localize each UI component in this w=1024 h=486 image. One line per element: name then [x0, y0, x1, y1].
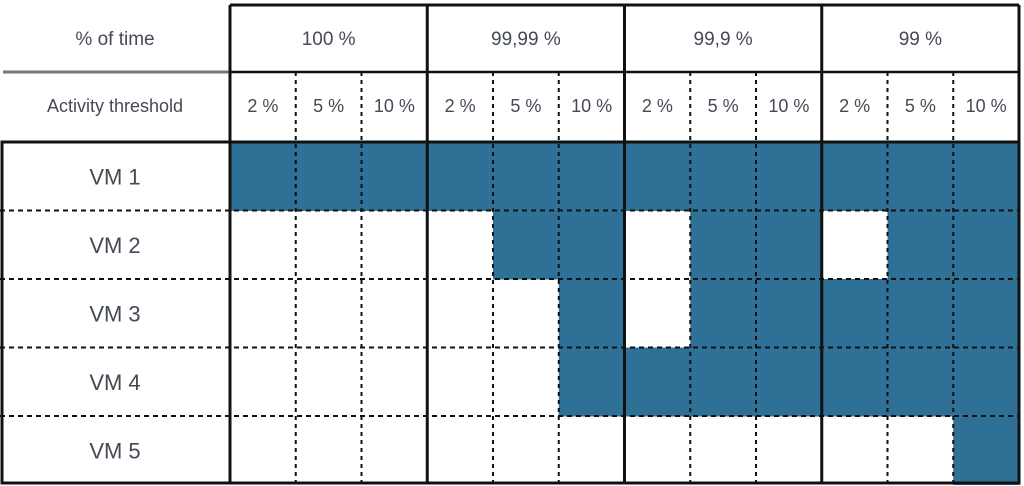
vm-row-label: VM 1	[89, 164, 140, 189]
active-cell	[361, 142, 428, 211]
active-cell	[821, 279, 888, 348]
activity-threshold-label: Activity threshold	[47, 96, 183, 116]
active-cell	[558, 347, 625, 417]
active-cell	[756, 279, 823, 348]
active-cell	[558, 279, 625, 348]
vm-row-label: VM 4	[89, 370, 140, 395]
vm-row-label: VM 5	[89, 438, 140, 463]
threshold-label: 2 %	[247, 96, 278, 116]
active-cell	[295, 142, 362, 211]
active-cell	[953, 416, 1020, 485]
active-cell	[887, 142, 954, 211]
active-cell	[690, 210, 757, 280]
active-cell	[493, 210, 560, 280]
active-cell	[953, 210, 1020, 280]
threshold-label: 10 %	[966, 96, 1007, 116]
active-cell	[953, 142, 1020, 211]
active-cell	[230, 142, 297, 211]
threshold-label: 5 %	[313, 96, 344, 116]
time-group-label: 99,99 %	[491, 29, 561, 50]
percent-of-time-label: % of time	[75, 29, 154, 50]
threshold-label: 2 %	[642, 96, 673, 116]
active-cell	[953, 347, 1020, 417]
active-cell	[624, 142, 691, 211]
active-cell	[690, 347, 757, 417]
active-cell	[624, 347, 691, 417]
body-border	[0, 140, 1021, 485]
active-cell	[953, 279, 1020, 348]
active-cell	[558, 142, 625, 211]
threshold-label: 5 %	[510, 96, 541, 116]
active-cell	[756, 142, 823, 211]
active-cell	[493, 142, 560, 211]
active-cell	[756, 210, 823, 280]
threshold-label: 2 %	[445, 96, 476, 116]
active-cell	[821, 347, 888, 417]
active-cell	[887, 210, 954, 280]
active-cell	[690, 142, 757, 211]
threshold-label: 10 %	[571, 96, 612, 116]
time-group-label: 99,9 %	[694, 29, 753, 50]
threshold-label: 5 %	[708, 96, 739, 116]
active-cell	[887, 279, 954, 348]
active-cell	[887, 347, 954, 417]
time-group-label: 100 %	[302, 29, 356, 50]
active-cell	[821, 142, 888, 211]
time-group-label: 99 %	[899, 29, 942, 50]
vm-row-label: VM 2	[89, 233, 140, 258]
threshold-label: 10 %	[768, 96, 809, 116]
threshold-label: 2 %	[839, 96, 870, 116]
active-cell	[558, 210, 625, 280]
active-cell	[427, 142, 494, 211]
threshold-label: 10 %	[374, 96, 415, 116]
threshold-label: 5 %	[905, 96, 936, 116]
vm-row-label: VM 3	[89, 301, 140, 326]
active-cell	[756, 347, 823, 417]
active-cell	[690, 279, 757, 348]
